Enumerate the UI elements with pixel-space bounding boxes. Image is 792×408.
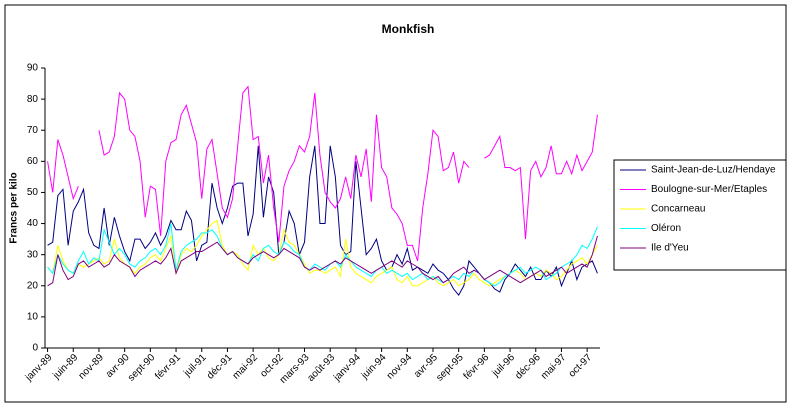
y-tick-label: 30: [27, 249, 39, 260]
y-tick-label: 60: [27, 156, 39, 167]
legend-label: Oléron: [651, 223, 681, 234]
legend-label: Saint-Jean-de-Luz/Hendaye: [651, 165, 776, 176]
y-tick-label: 20: [27, 280, 39, 291]
legend-label: Concarneau: [651, 204, 705, 215]
chart-title: Monkfish: [382, 22, 435, 36]
y-tick-label: 10: [27, 312, 39, 323]
legend-box: [613, 159, 787, 271]
series-line: [47, 145, 598, 296]
y-tick-label: 90: [27, 63, 39, 74]
series-line: [47, 235, 598, 287]
legend-label: Ile d'Yeu: [651, 243, 689, 254]
y-tick-label: 40: [27, 218, 39, 229]
series-line: [47, 85, 598, 262]
y-tick-label: 80: [27, 94, 39, 105]
y-tick-label: 50: [27, 187, 39, 198]
legend-label: Boulogne-sur-Mer/Etaples: [651, 184, 767, 195]
y-axis-label: Francs per kilo: [9, 172, 20, 243]
y-tick-label: 70: [27, 125, 39, 136]
y-tick-label: 0: [32, 343, 38, 354]
